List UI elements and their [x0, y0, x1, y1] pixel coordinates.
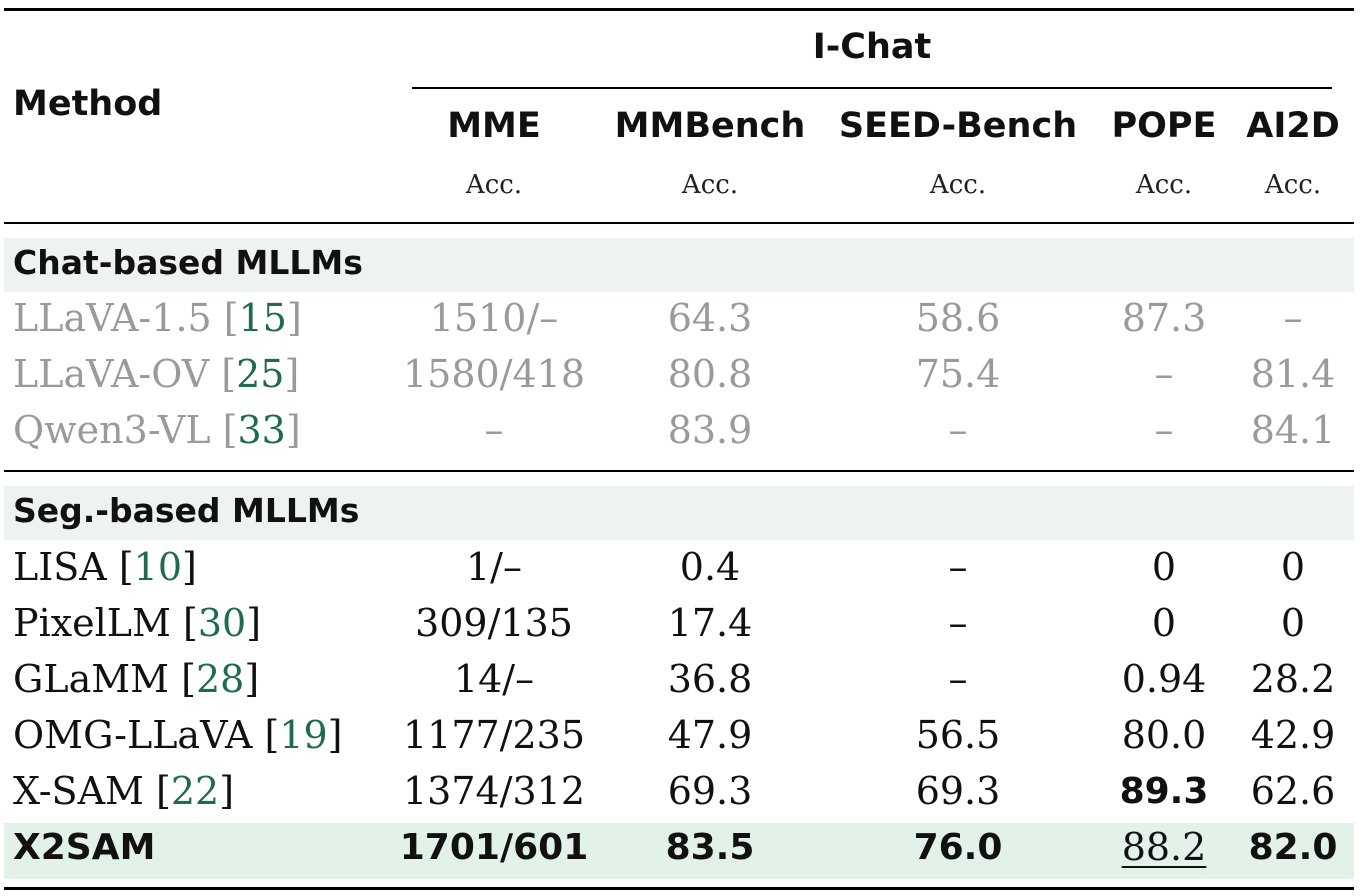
table-cell: 81.4: [1250, 352, 1336, 396]
table-cell: –: [1154, 408, 1174, 452]
highlight-row-method: X2SAM: [13, 827, 156, 868]
table-cell: 28.2: [1250, 657, 1336, 701]
top-rule: [4, 8, 1354, 11]
table-row-method: GLaMM [28]: [13, 657, 260, 701]
metric-label: Acc.: [929, 170, 987, 200]
table-cell: 1510/–: [429, 296, 559, 340]
table-cell: 87.3: [1121, 296, 1207, 340]
table-cell: 83.9: [667, 408, 753, 452]
table-cell: 309/135: [415, 601, 573, 645]
table-cell: 0: [1151, 545, 1177, 589]
section-title: Chat-based MLLMs: [13, 243, 363, 282]
column-header-mme: MME: [447, 106, 541, 146]
section-title: Seg.-based MLLMs: [13, 491, 360, 530]
column-header-ai2d: AI2D: [1246, 106, 1340, 146]
table-cell: 80.0: [1121, 713, 1207, 757]
table-row-method: LLaVA-1.5 [15]: [13, 296, 302, 340]
table-cell: –: [948, 545, 968, 589]
column-header-seed-bench: SEED-Bench: [838, 106, 1078, 146]
table-cell: 58.6: [915, 296, 1001, 340]
column-header-mmbench: MMBench: [614, 106, 806, 146]
table-cell: 1374/312: [402, 769, 586, 813]
group-rule: [412, 87, 1332, 89]
table-row-method: Qwen3-VL [33]: [13, 408, 301, 452]
table-cell-second: 88.2: [1121, 825, 1207, 869]
table-cell: 56.5: [915, 713, 1001, 757]
table-cell: 64.3: [667, 296, 753, 340]
table-cell: –: [1154, 352, 1174, 396]
table-row-method: LLaVA-OV [25]: [13, 352, 300, 396]
highlight-row-band: [4, 823, 1354, 879]
section-band-chat: [4, 238, 1354, 292]
metric-label: Acc.: [1135, 170, 1193, 200]
table-cell: 0: [1280, 545, 1306, 589]
table-cell: 80.8: [667, 352, 753, 396]
table-cell: 1177/235: [402, 713, 586, 757]
table-row-method: PixelLM [30]: [13, 601, 262, 645]
table-cell-best: 89.3: [1119, 771, 1209, 812]
table-cell: 17.4: [667, 601, 753, 645]
table-row-method: OMG-LLaVA [19]: [13, 713, 343, 757]
table-cell: 0: [1280, 601, 1306, 645]
table-cell: 14/–: [453, 657, 535, 701]
table-cell-best: 83.5: [665, 827, 755, 868]
table-cell: –: [948, 408, 968, 452]
metric-label: Acc.: [681, 170, 739, 200]
column-header-pope: POPE: [1111, 106, 1217, 146]
table-cell: 0.94: [1121, 657, 1207, 701]
table-cell: –: [948, 657, 968, 701]
section-band-seg: [4, 486, 1354, 540]
table-cell: 1580/418: [402, 352, 586, 396]
table-cell: 75.4: [915, 352, 1001, 396]
table-cell-best: 76.0: [913, 827, 1003, 868]
table-cell: 36.8: [667, 657, 753, 701]
table-cell: –: [1283, 296, 1303, 340]
table-cell: 62.6: [1250, 769, 1336, 813]
bottom-rule: [4, 887, 1354, 890]
table-cell: 69.3: [667, 769, 753, 813]
table-cell: 0: [1151, 601, 1177, 645]
metric-label: Acc.: [465, 170, 523, 200]
table-cell-best: 1701/601: [399, 827, 589, 868]
table-row-method: LISA [10]: [13, 545, 197, 589]
table-cell: 1/–: [466, 545, 522, 589]
table-cell: 0.4: [679, 545, 741, 589]
metric-label: Acc.: [1264, 170, 1322, 200]
table-cell-best: 82.0: [1248, 827, 1338, 868]
table-cell: –: [484, 408, 504, 452]
group-header: I-Chat: [812, 27, 932, 67]
table-row-method: X-SAM [22]: [13, 769, 235, 813]
table-cell: –: [948, 601, 968, 645]
table-cell: 69.3: [915, 769, 1001, 813]
table-cell: 84.1: [1250, 408, 1336, 452]
section-rule: [4, 470, 1354, 472]
method-header: Method: [13, 84, 163, 124]
header-rule: [4, 222, 1354, 224]
table-cell: 47.9: [667, 713, 753, 757]
table-cell: 42.9: [1250, 713, 1336, 757]
